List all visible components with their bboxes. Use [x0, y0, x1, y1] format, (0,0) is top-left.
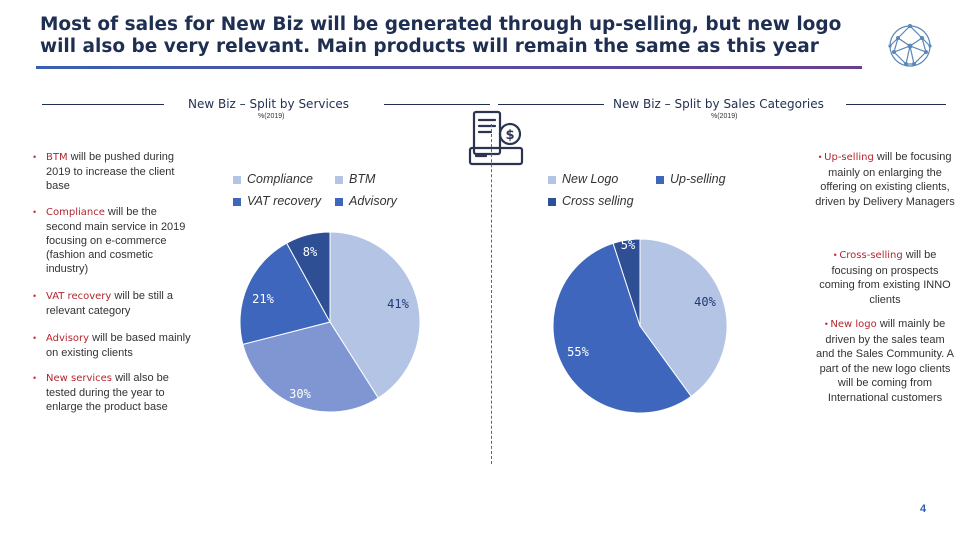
- legend-swatch: [335, 197, 343, 206]
- legend-swatch: [233, 197, 241, 206]
- right-bullet-cross-selling: • Cross-selling will be focusing on pros…: [819, 249, 951, 306]
- left-bullet-new-services: • New services will also be tested during…: [33, 372, 169, 413]
- page-title: Most of sales for New Biz will be genera…: [40, 14, 842, 57]
- right-unit-label: %(2019): [711, 113, 738, 120]
- pie-slice-new-logo: [639, 238, 728, 398]
- right-heading-rule-left: [498, 104, 604, 105]
- pie-label-btm: 41%: [387, 297, 409, 311]
- pie-slice-up-selling: [552, 242, 692, 414]
- left-bullet-vat-recovery: • VAT recovery will be still a relevant c…: [33, 290, 174, 317]
- legend-item-up-selling: Up-selling: [656, 172, 726, 186]
- right-section-heading: New Biz – Split by Sales Categories: [613, 97, 824, 111]
- right-bullet-up-selling: • Up-selling will be focusing mainly on …: [815, 151, 955, 208]
- legend-item-new-logo: New Logo: [548, 172, 618, 186]
- pie-label-cross-selling: 5%: [621, 238, 636, 252]
- pie-slice-cross-selling: [612, 238, 641, 327]
- services-legend: Compliance BTM VAT recovery Advisory: [233, 172, 473, 212]
- title-underline: [36, 66, 862, 69]
- pie-label-vat-recovery: 21%: [252, 292, 274, 306]
- pie-slice-compliance: [242, 321, 379, 413]
- pie-slice-advisory: [285, 231, 331, 323]
- left-heading-rule-left: [42, 104, 164, 105]
- legend-item-compliance: Compliance: [233, 172, 313, 186]
- pie-label-up-selling: 55%: [567, 345, 589, 359]
- legend-swatch: [233, 175, 241, 184]
- pie-label-new-logo: 40%: [694, 295, 716, 309]
- legend-item-btm: BTM: [335, 172, 375, 186]
- legend-swatch: [548, 175, 556, 184]
- section-divider: [491, 124, 492, 464]
- left-bullet-btm: • BTM will be pushed during 2019 to incre…: [33, 151, 175, 192]
- left-bullet-compliance: • Compliance will be the second main serv…: [33, 206, 186, 275]
- legend-item-vat-recovery: VAT recovery: [233, 194, 321, 208]
- pie-label-advisory: 8%: [303, 245, 318, 259]
- svg-text:$: $: [505, 128, 514, 143]
- legend-swatch: [656, 175, 664, 184]
- sales-categories-legend: New Logo Up-selling Cross selling: [548, 172, 748, 212]
- left-bullet-advisory: • Advisory will be based mainly on existi…: [33, 332, 191, 359]
- right-bullet-new-logo: • New logo will mainly be driven by the …: [816, 318, 954, 404]
- right-heading-rule-right: [846, 104, 946, 105]
- page-number: 4: [920, 503, 927, 515]
- invoice-register-icon: $: [468, 110, 524, 166]
- legend-item-cross-selling: Cross selling: [548, 194, 634, 208]
- pie-label-compliance: 30%: [289, 387, 311, 401]
- pie-slice-btm: [329, 231, 421, 399]
- legend-swatch: [548, 197, 556, 206]
- pie-slice-vat-recovery: [239, 242, 331, 345]
- legend-swatch: [335, 175, 343, 184]
- left-unit-label: %(2019): [258, 113, 285, 120]
- left-section-heading: New Biz – Split by Services: [188, 97, 350, 111]
- network-sphere-icon: [888, 24, 932, 67]
- left-heading-rule-right: [384, 104, 490, 105]
- legend-item-advisory: Advisory: [335, 194, 397, 208]
